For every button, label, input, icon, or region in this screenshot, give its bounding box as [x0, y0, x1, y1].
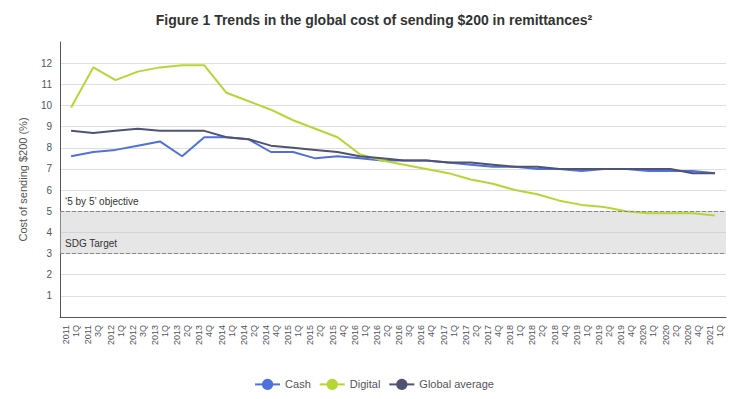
svg-text:2Q: 2Q — [315, 325, 325, 337]
svg-text:1Q: 1Q — [360, 325, 370, 337]
svg-text:2Q: 2Q — [537, 325, 547, 337]
svg-text:6: 6 — [46, 185, 52, 196]
svg-text:9: 9 — [46, 121, 52, 132]
svg-text:SDG Target: SDG Target — [65, 238, 117, 249]
svg-text:4: 4 — [46, 227, 52, 238]
svg-text:2016: 2016 — [372, 325, 382, 345]
svg-text:2017: 2017 — [461, 325, 471, 345]
svg-text:2014: 2014 — [261, 325, 271, 345]
svg-text:1: 1 — [46, 290, 52, 301]
svg-text:Global average: Global average — [419, 378, 494, 390]
svg-text:2020: 2020 — [661, 325, 671, 345]
svg-text:2Q: 2Q — [382, 325, 392, 337]
svg-text:1Q: 1Q — [515, 325, 525, 337]
svg-text:12: 12 — [41, 58, 53, 69]
svg-text:1Q: 1Q — [71, 325, 81, 337]
svg-text:2016: 2016 — [416, 325, 426, 345]
svg-text:2011: 2011 — [61, 325, 71, 344]
svg-text:2017: 2017 — [439, 325, 449, 345]
svg-text:2Q: 2Q — [604, 325, 614, 337]
svg-text:4Q: 4Q — [338, 325, 348, 337]
svg-text:2016: 2016 — [394, 325, 404, 345]
svg-text:1Q: 1Q — [160, 325, 170, 337]
svg-text:2019: 2019 — [572, 325, 582, 345]
svg-text:Cash: Cash — [285, 378, 311, 390]
svg-text:2012: 2012 — [128, 325, 138, 345]
svg-text:7: 7 — [46, 163, 52, 174]
svg-text:4Q: 4Q — [560, 325, 570, 337]
svg-text:2012: 2012 — [106, 325, 116, 345]
svg-text:2Q: 2Q — [671, 325, 681, 337]
svg-text:2013: 2013 — [150, 325, 160, 345]
svg-text:3Q: 3Q — [93, 325, 103, 337]
svg-text:2011: 2011 — [83, 325, 93, 344]
svg-text:2020: 2020 — [683, 325, 693, 345]
svg-text:2019: 2019 — [616, 325, 626, 345]
svg-text:Cost of sending $200 (%): Cost of sending $200 (%) — [17, 117, 29, 241]
svg-text:1Q: 1Q — [116, 325, 126, 337]
svg-text:2Q: 2Q — [471, 325, 481, 337]
svg-text:Digital: Digital — [350, 378, 381, 390]
svg-text:2018: 2018 — [505, 325, 515, 345]
svg-text:1Q: 1Q — [715, 325, 725, 337]
svg-text:2020: 2020 — [638, 325, 648, 345]
svg-text:3Q: 3Q — [138, 325, 148, 337]
svg-text:2013: 2013 — [194, 325, 204, 345]
svg-text:4Q: 4Q — [493, 325, 503, 337]
svg-text:4Q: 4Q — [204, 325, 214, 337]
svg-text:1Q: 1Q — [227, 325, 237, 337]
svg-text:2018: 2018 — [527, 325, 537, 345]
svg-text:‘5 by 5’ objective: ‘5 by 5’ objective — [65, 196, 139, 207]
svg-text:8: 8 — [46, 142, 52, 153]
svg-text:11: 11 — [42, 79, 53, 90]
svg-text:2017: 2017 — [483, 325, 493, 345]
svg-text:2021: 2021 — [705, 325, 715, 345]
svg-text:10: 10 — [41, 100, 53, 111]
svg-text:1Q: 1Q — [449, 325, 459, 337]
svg-text:Figure 1 Trends in the global: Figure 1 Trends in the global cost of se… — [156, 12, 593, 28]
svg-text:5: 5 — [46, 206, 52, 217]
svg-text:2014: 2014 — [239, 325, 249, 345]
svg-text:3: 3 — [46, 248, 52, 259]
svg-text:4Q: 4Q — [693, 325, 703, 337]
svg-text:4Q: 4Q — [426, 325, 436, 337]
svg-text:2015: 2015 — [283, 325, 293, 345]
svg-text:1Q: 1Q — [293, 325, 303, 337]
svg-text:4Q: 4Q — [271, 325, 281, 337]
svg-text:2013: 2013 — [172, 325, 182, 345]
svg-text:4Q: 4Q — [626, 325, 636, 337]
svg-text:2018: 2018 — [550, 325, 560, 345]
svg-text:2019: 2019 — [594, 325, 604, 345]
svg-text:2: 2 — [46, 269, 52, 280]
svg-text:2Q: 2Q — [182, 325, 192, 337]
svg-text:1Q: 1Q — [648, 325, 658, 337]
svg-text:2014: 2014 — [217, 325, 227, 345]
svg-text:3Q: 3Q — [404, 325, 414, 337]
svg-text:1Q: 1Q — [582, 325, 592, 337]
svg-text:2015: 2015 — [328, 325, 338, 345]
svg-text:2Q: 2Q — [249, 325, 259, 337]
svg-text:2016: 2016 — [350, 325, 360, 345]
svg-text:2015: 2015 — [305, 325, 315, 345]
